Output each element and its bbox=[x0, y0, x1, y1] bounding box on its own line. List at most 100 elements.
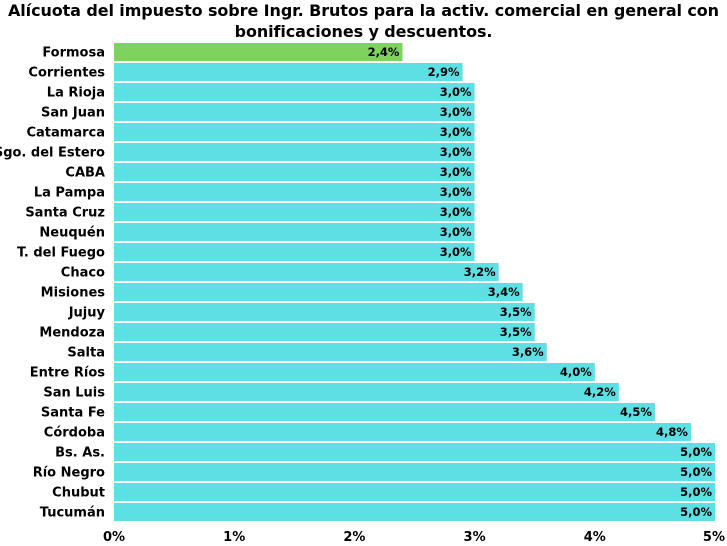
data-label: 5,0% bbox=[680, 465, 712, 479]
x-tick-label: 5% bbox=[703, 530, 725, 545]
bar bbox=[114, 443, 715, 461]
bar-separator bbox=[114, 241, 475, 242]
bar bbox=[114, 503, 715, 521]
data-label: 4,5% bbox=[620, 405, 652, 419]
bar bbox=[114, 183, 475, 201]
category-label: Salta bbox=[67, 346, 105, 361]
bar bbox=[114, 263, 499, 281]
category-label: Corrientes bbox=[28, 66, 105, 81]
category-label: La Rioja bbox=[47, 86, 105, 101]
bar bbox=[114, 163, 475, 181]
bar-separator bbox=[114, 421, 655, 422]
data-label: 3,6% bbox=[512, 345, 544, 359]
data-label: 3,0% bbox=[440, 245, 472, 259]
data-label: 3,0% bbox=[440, 85, 472, 99]
bar bbox=[114, 243, 475, 261]
x-tick-label: 3% bbox=[464, 530, 486, 545]
data-label: 3,0% bbox=[440, 205, 472, 219]
bar bbox=[114, 63, 463, 81]
bar-separator bbox=[114, 121, 475, 122]
data-label: 3,0% bbox=[440, 225, 472, 239]
chart-title-line-1: Alícuota del impuesto sobre Ingr. Brutos… bbox=[8, 1, 719, 20]
bar-separator bbox=[114, 81, 463, 82]
x-tick-label: 2% bbox=[343, 530, 365, 545]
bar bbox=[114, 223, 475, 241]
category-label: Santa Fe bbox=[41, 406, 105, 421]
x-tick-label: 4% bbox=[584, 530, 606, 545]
bar bbox=[114, 123, 475, 141]
chart-title: Alícuota del impuesto sobre Ingr. Brutos… bbox=[0, 0, 727, 42]
data-label: 3,5% bbox=[500, 305, 532, 319]
category-label: Catamarca bbox=[26, 126, 105, 141]
bar bbox=[114, 363, 595, 381]
category-label: Misiones bbox=[41, 286, 106, 301]
category-label: Entre Ríos bbox=[30, 366, 106, 381]
data-label: 4,2% bbox=[584, 385, 616, 399]
data-label: 2,9% bbox=[428, 65, 460, 79]
bar-separator bbox=[114, 161, 475, 162]
bar-separator bbox=[114, 141, 475, 142]
data-label: 3,2% bbox=[464, 265, 496, 279]
category-label: Tucumán bbox=[40, 506, 105, 521]
bar-separator bbox=[114, 521, 715, 522]
bar bbox=[114, 383, 619, 401]
bar-separator bbox=[114, 101, 475, 102]
category-label: Chaco bbox=[61, 266, 105, 281]
data-label: 4,8% bbox=[656, 425, 688, 439]
bar-separator bbox=[114, 461, 715, 462]
data-label: 3,4% bbox=[488, 285, 520, 299]
category-label: Sgo. del Estero bbox=[0, 146, 105, 161]
bar-separator bbox=[114, 61, 403, 62]
bar-separator bbox=[114, 201, 475, 202]
bar-separator bbox=[114, 361, 547, 362]
chart-title-line-2: bonificaciones y descuentos. bbox=[234, 22, 493, 41]
bar bbox=[114, 83, 475, 101]
bar-separator bbox=[114, 321, 535, 322]
data-label: 3,0% bbox=[440, 125, 472, 139]
bar-separator bbox=[114, 221, 475, 222]
bar bbox=[114, 283, 523, 301]
bar-separator bbox=[114, 281, 499, 282]
bar bbox=[114, 423, 691, 441]
bar-separator bbox=[114, 481, 715, 482]
bar-separator bbox=[114, 261, 475, 262]
category-label: Formosa bbox=[42, 46, 105, 61]
data-label: 4,0% bbox=[560, 365, 592, 379]
category-label: Mendoza bbox=[39, 326, 105, 341]
category-label: T. del Fuego bbox=[17, 246, 105, 261]
bar-separator bbox=[114, 181, 475, 182]
bar-separator bbox=[114, 381, 595, 382]
bar-separator bbox=[114, 301, 523, 302]
data-label: 5,0% bbox=[680, 445, 712, 459]
category-label: Córdoba bbox=[44, 426, 105, 441]
bar bbox=[114, 463, 715, 481]
data-label: 3,5% bbox=[500, 325, 532, 339]
data-label: 3,0% bbox=[440, 145, 472, 159]
category-label: La Pampa bbox=[34, 186, 105, 201]
category-label: San Luis bbox=[43, 386, 105, 401]
bar-separator bbox=[114, 341, 535, 342]
bar bbox=[114, 343, 547, 361]
bar bbox=[114, 43, 403, 61]
bar-separator bbox=[114, 501, 715, 502]
category-label: CABA bbox=[65, 166, 105, 181]
category-label: Jujuy bbox=[68, 306, 106, 321]
bar-separator bbox=[114, 401, 619, 402]
category-label: Bs. As. bbox=[55, 446, 105, 461]
bar bbox=[114, 403, 655, 421]
data-label: 2,4% bbox=[368, 45, 400, 59]
x-tick-label: 0% bbox=[103, 530, 125, 545]
bar bbox=[114, 203, 475, 221]
bar bbox=[114, 143, 475, 161]
bar bbox=[114, 303, 535, 321]
category-label: Santa Cruz bbox=[25, 206, 105, 221]
data-label: 3,0% bbox=[440, 165, 472, 179]
data-label: 5,0% bbox=[680, 485, 712, 499]
category-label: Río Negro bbox=[33, 466, 105, 481]
x-tick-label: 1% bbox=[223, 530, 245, 545]
bar bbox=[114, 103, 475, 121]
category-label: Chubut bbox=[52, 486, 105, 501]
category-label: Neuquén bbox=[39, 226, 105, 241]
data-label: 3,0% bbox=[440, 185, 472, 199]
